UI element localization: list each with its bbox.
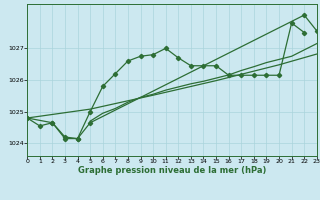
X-axis label: Graphe pression niveau de la mer (hPa): Graphe pression niveau de la mer (hPa): [78, 166, 266, 175]
